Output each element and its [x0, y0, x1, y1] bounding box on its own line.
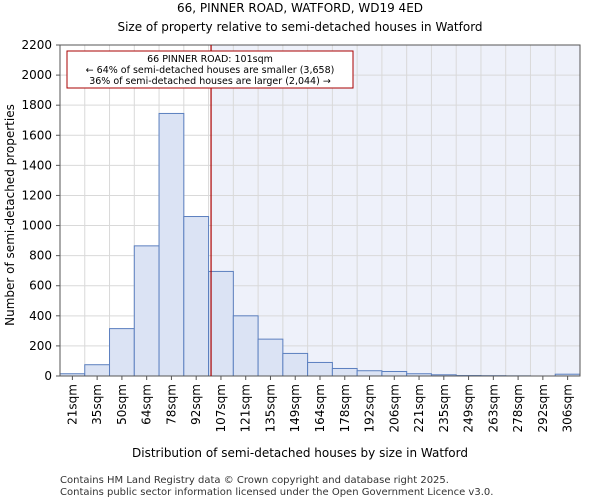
bar	[84, 364, 111, 377]
chart-title: 66, PINNER ROAD, WATFORD, WD19 4ED	[177, 1, 423, 15]
x-tick-label: 92sqm	[189, 384, 203, 425]
y-tick-label: 200	[29, 339, 52, 353]
bar	[356, 370, 383, 377]
y-tick-label: 1600	[21, 128, 52, 142]
annotation-text: 66 PINNER ROAD: 101sqm	[147, 54, 273, 65]
bar	[109, 328, 135, 377]
x-tick-label: 178sqm	[338, 384, 352, 432]
y-tick-label: 1800	[21, 98, 52, 112]
bar	[381, 370, 408, 377]
x-tick-label: 206sqm	[387, 384, 401, 432]
x-tick-label: 64sqm	[140, 384, 154, 425]
x-tick-label: 50sqm	[115, 384, 129, 425]
x-tick-label: 149sqm	[288, 384, 302, 432]
x-tick-label: 235sqm	[437, 384, 451, 432]
highlight-region	[211, 45, 581, 376]
x-tick-label: 121sqm	[239, 384, 253, 432]
x-tick-label: 306sqm	[561, 384, 575, 432]
y-tick-label: 0	[44, 369, 52, 383]
x-tick-label: 164sqm	[313, 384, 327, 432]
bar	[307, 361, 333, 377]
bar	[133, 245, 160, 377]
x-tick-label: 292sqm	[536, 384, 550, 432]
annotation-text: ← 64% of semi-detached houses are smalle…	[86, 65, 335, 76]
y-tick-label: 400	[29, 309, 52, 323]
y-tick-label: 600	[29, 279, 52, 293]
x-tick-label: 135sqm	[263, 384, 277, 432]
x-axis-label: Distribution of semi-detached houses by …	[132, 446, 468, 460]
y-tick-label: 1000	[21, 219, 52, 233]
annotation-text: 36% of semi-detached houses are larger (…	[89, 76, 331, 87]
plot-area: 0 200 400 600 800 1000 1200 1400 1600 1800 2000 220…	[21, 38, 581, 432]
x-tick-label: 78sqm	[164, 384, 178, 425]
x-tick-label: 21sqm	[65, 384, 79, 425]
footer-line-1: Contains HM Land Registry data © Crown c…	[60, 475, 449, 486]
bar	[282, 352, 309, 377]
annotation-box	[66, 50, 354, 89]
x-tick-label: 263sqm	[486, 384, 500, 432]
y-axis-label: Number of semi-detached properties	[3, 104, 17, 326]
x-tick-label: 221sqm	[412, 384, 426, 432]
x-tick-label: 278sqm	[511, 384, 525, 432]
bar	[331, 367, 358, 377]
x-tick-label: 107sqm	[214, 384, 228, 432]
y-tick-label: 2200	[21, 38, 52, 52]
bar	[232, 315, 259, 377]
x-tick-label: 35sqm	[90, 384, 104, 425]
bar	[183, 216, 210, 377]
bar	[208, 270, 234, 377]
x-tick-label: 249sqm	[462, 384, 476, 432]
footer-line-2: Contains public sector information licen…	[60, 487, 493, 498]
bar	[257, 338, 284, 377]
y-tick-label: 1200	[21, 188, 52, 202]
y-tick-label: 800	[29, 249, 52, 263]
chart-subtitle: Size of property relative to semi-detach…	[117, 20, 482, 34]
y-tick-label: 1400	[21, 158, 52, 172]
x-tick-label: 192sqm	[363, 384, 377, 432]
bar	[158, 112, 185, 377]
y-tick-label: 2000	[21, 68, 52, 82]
